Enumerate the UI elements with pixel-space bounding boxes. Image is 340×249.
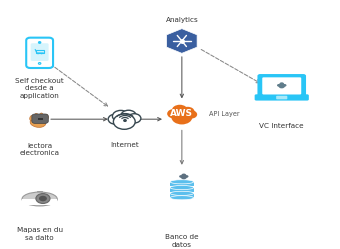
Circle shape bbox=[108, 114, 122, 124]
FancyBboxPatch shape bbox=[255, 94, 309, 101]
Circle shape bbox=[37, 53, 39, 54]
Text: Internet: Internet bbox=[110, 142, 139, 148]
Circle shape bbox=[41, 53, 42, 54]
Polygon shape bbox=[167, 29, 197, 53]
Circle shape bbox=[185, 110, 197, 119]
Circle shape bbox=[181, 107, 194, 116]
Text: lectora
electronica: lectora electronica bbox=[20, 143, 60, 156]
Ellipse shape bbox=[170, 191, 194, 195]
Circle shape bbox=[128, 114, 141, 123]
Ellipse shape bbox=[44, 114, 48, 120]
Text: AWS: AWS bbox=[170, 109, 193, 118]
Ellipse shape bbox=[170, 180, 194, 184]
Text: API Layer: API Layer bbox=[209, 112, 240, 118]
Ellipse shape bbox=[30, 115, 34, 121]
Circle shape bbox=[39, 196, 47, 201]
Circle shape bbox=[185, 175, 188, 178]
Circle shape bbox=[171, 110, 192, 124]
FancyBboxPatch shape bbox=[31, 43, 49, 61]
FancyBboxPatch shape bbox=[26, 38, 53, 68]
Circle shape bbox=[113, 114, 135, 129]
Circle shape bbox=[283, 84, 287, 87]
Ellipse shape bbox=[22, 192, 57, 206]
Bar bbox=[37, 190, 42, 194]
Circle shape bbox=[179, 175, 183, 178]
Ellipse shape bbox=[39, 113, 43, 119]
Circle shape bbox=[181, 174, 186, 177]
Text: Mapas en du
sa dalto: Mapas en du sa dalto bbox=[17, 227, 63, 241]
Text: VC Interface: VC Interface bbox=[259, 123, 304, 129]
Circle shape bbox=[36, 194, 50, 203]
Circle shape bbox=[121, 110, 136, 121]
FancyBboxPatch shape bbox=[276, 96, 287, 99]
Ellipse shape bbox=[30, 119, 46, 127]
Ellipse shape bbox=[170, 196, 194, 200]
Ellipse shape bbox=[170, 186, 194, 190]
FancyBboxPatch shape bbox=[257, 74, 306, 97]
Bar bbox=[170, 193, 194, 198]
Text: Banco de
datos: Banco de datos bbox=[165, 234, 199, 248]
Ellipse shape bbox=[34, 113, 38, 119]
Circle shape bbox=[181, 175, 187, 179]
Circle shape bbox=[113, 110, 129, 122]
Bar bbox=[22, 199, 57, 205]
Text: Analytics: Analytics bbox=[166, 17, 198, 23]
Circle shape bbox=[38, 42, 41, 43]
Circle shape bbox=[124, 120, 126, 121]
Bar bbox=[38, 118, 43, 120]
FancyBboxPatch shape bbox=[32, 114, 48, 124]
Circle shape bbox=[167, 109, 181, 119]
Circle shape bbox=[279, 82, 284, 86]
Circle shape bbox=[278, 84, 285, 88]
Bar bbox=[170, 182, 194, 186]
Circle shape bbox=[172, 105, 188, 116]
FancyBboxPatch shape bbox=[262, 77, 301, 94]
Bar bbox=[170, 187, 194, 192]
Circle shape bbox=[277, 84, 281, 87]
Text: Self checkout
desde a
application: Self checkout desde a application bbox=[15, 78, 64, 99]
